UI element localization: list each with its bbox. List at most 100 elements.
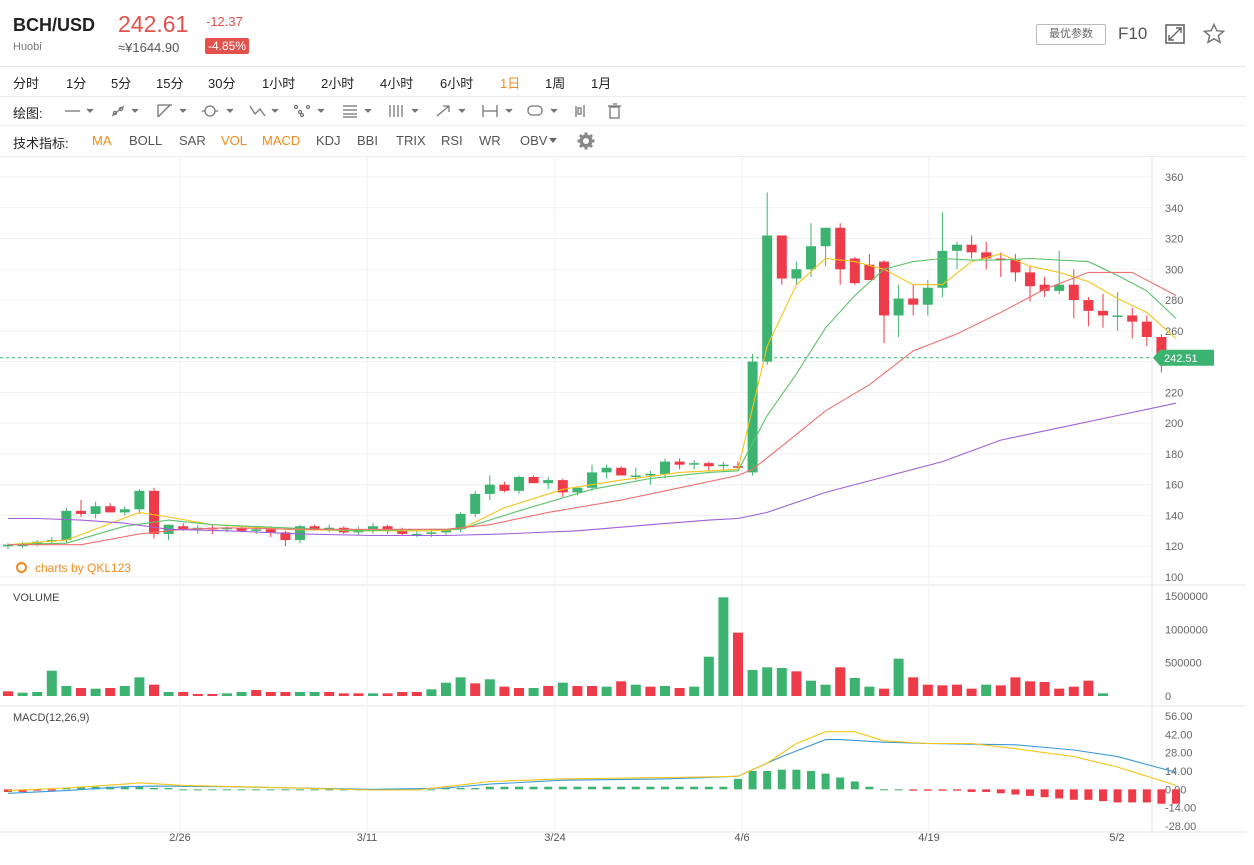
candle-body: [660, 461, 670, 474]
range-tool-icon[interactable]: [482, 105, 513, 117]
fullscreen-icon[interactable]: [1163, 22, 1187, 46]
timeframe-6h[interactable]: 6小时: [440, 76, 474, 91]
wave-tool-icon[interactable]: [249, 105, 279, 117]
last-price-tag-label: 242.51: [1164, 353, 1198, 365]
volume-bar: [470, 683, 481, 696]
chevron-down-icon[interactable]: [548, 137, 558, 145]
indicator-sar[interactable]: SAR: [179, 133, 206, 148]
macd-histogram-bar: [252, 789, 261, 791]
timeframe-1min[interactable]: 1分: [66, 76, 87, 91]
macd-tick-label: -14.00: [1165, 803, 1196, 815]
best-params-button[interactable]: 最优参数: [1036, 24, 1106, 45]
price-tick-label: 260: [1165, 326, 1183, 338]
volume-tick-label: 1500000: [1165, 591, 1208, 603]
volume-bar: [616, 681, 627, 696]
indicator-vol[interactable]: VOL: [221, 133, 248, 148]
chart-svg[interactable]: 2/26 3/11 3/24 4/6 4/19 5/2 100 120 140 160 180 200…: [0, 157, 1254, 860]
text-tool-icon[interactable]: [527, 105, 558, 116]
x-tick-label: 3/11: [357, 832, 378, 844]
indicator-macd[interactable]: MACD: [262, 133, 301, 148]
volume-bar: [280, 692, 291, 696]
macd-histogram-bar: [208, 789, 217, 791]
timeframe-15min[interactable]: 15分: [156, 76, 184, 91]
volume-bar: [601, 686, 612, 696]
macd-histogram-bar: [339, 789, 348, 791]
fib-tool-icon[interactable]: [343, 105, 372, 118]
volume-bar: [1025, 681, 1035, 696]
ma-line-ma20: [8, 271, 1177, 546]
volume-bar: [630, 684, 641, 696]
line-tool-icon[interactable]: [65, 108, 94, 113]
macd-histogram-bar: [661, 786, 669, 790]
gear-icon[interactable]: [577, 132, 595, 150]
star-icon[interactable]: [1202, 22, 1226, 46]
volume-bar: [178, 692, 189, 696]
macd-histogram-bar: [631, 786, 640, 790]
volume-bar: [324, 692, 335, 696]
indicator-trix[interactable]: TRIX: [396, 133, 426, 148]
timeframe-1m[interactable]: 1月: [591, 76, 612, 91]
candle-body: [601, 467, 612, 473]
volume-bar: [222, 693, 232, 696]
volume-bar: [718, 597, 729, 696]
candle-body: [265, 529, 276, 533]
candle-body: [514, 477, 524, 491]
candle-body: [587, 472, 597, 488]
volume-bar: [338, 693, 349, 696]
timeframe-2h[interactable]: 2小时: [321, 76, 355, 91]
macd-histogram-bar: [77, 786, 85, 790]
macd-histogram-bar: [1040, 789, 1049, 798]
candle-body: [528, 477, 539, 484]
indicator-ma[interactable]: MA: [92, 133, 112, 148]
timeframe-fenshi[interactable]: 分时: [13, 76, 40, 91]
timeframe-30min[interactable]: 30分: [208, 76, 236, 91]
timeframe-5min[interactable]: 5分: [111, 76, 132, 91]
macd-histogram-bar: [617, 786, 626, 790]
macd-histogram-bar: [91, 786, 100, 790]
macd-histogram-bar: [281, 789, 290, 791]
volume-bar: [46, 670, 57, 696]
macd-tick-label: 56.00: [1165, 711, 1193, 723]
candle-body: [820, 227, 831, 247]
volume-bar: [587, 686, 597, 696]
candle-body: [995, 258, 1006, 261]
indicator-obv[interactable]: OBV: [520, 133, 548, 148]
volume-bar: [820, 684, 831, 696]
ray-tool-icon[interactable]: [111, 105, 139, 117]
vertical-lines-tool-icon[interactable]: [389, 105, 419, 117]
macd-histogram-bar: [1142, 789, 1151, 803]
timeframe-1d[interactable]: 1日: [500, 76, 521, 91]
price-tick-label: 200: [1165, 418, 1183, 430]
macd-histogram-bar: [982, 789, 991, 792]
indicator-kdj[interactable]: KDJ: [316, 133, 341, 148]
candle-body: [499, 484, 510, 491]
indicator-tool-icon[interactable]: [575, 105, 585, 117]
indicator-wr[interactable]: WR: [479, 133, 501, 148]
timeframe-4h[interactable]: 4小时: [380, 76, 414, 91]
volume-bar: [922, 684, 933, 696]
circle-tool-icon[interactable]: [202, 105, 234, 117]
arrow-tool-icon[interactable]: [436, 105, 466, 117]
pattern-tool-icon[interactable]: [293, 104, 325, 118]
macd-histogram-bar: [602, 786, 611, 790]
macd-tick-label: 14.00: [1165, 766, 1193, 778]
volume-bar: [528, 688, 539, 696]
macd-histogram-bar: [573, 786, 582, 790]
macd-histogram-bar: [485, 786, 494, 790]
indicator-rsi[interactable]: RSI: [441, 133, 463, 148]
channel-tool-icon[interactable]: [157, 104, 187, 118]
timeframe-1w[interactable]: 1周: [545, 76, 566, 91]
candle-body: [908, 298, 919, 305]
indicator-boll[interactable]: BOLL: [129, 133, 163, 148]
indicator-bbi[interactable]: BBI: [357, 133, 378, 148]
candle-body: [105, 506, 116, 513]
candle-body: [1010, 260, 1021, 273]
timeframe-1h[interactable]: 1小时: [262, 76, 296, 91]
volume-bar: [411, 692, 422, 696]
volume-bar: [17, 692, 28, 696]
candle-body: [368, 526, 378, 530]
volume-bar: [90, 688, 101, 696]
candle-body: [236, 527, 247, 531]
f10-button[interactable]: F10: [1118, 24, 1148, 43]
trash-icon[interactable]: [608, 103, 621, 119]
